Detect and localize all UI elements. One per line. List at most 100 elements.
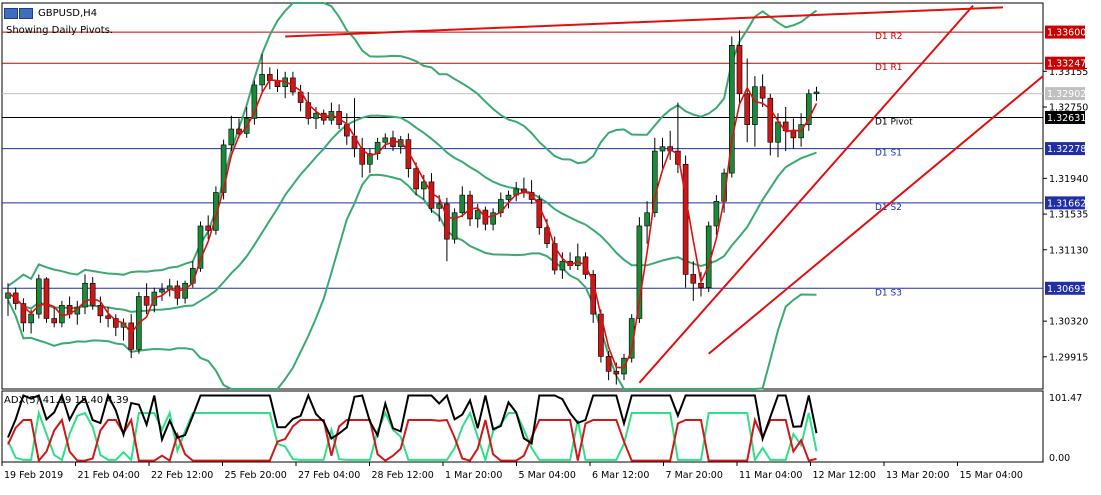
- candle: [413, 162, 419, 196]
- pivot-price-box: [1045, 56, 1085, 70]
- pivot-label: D1 R1: [875, 63, 903, 73]
- candle: [744, 58, 751, 143]
- pivot-price-label: 1.31662: [1047, 198, 1086, 209]
- candle: [213, 186, 219, 235]
- candle-body: [474, 209, 481, 220]
- candle: [51, 307, 58, 328]
- candle-body: [35, 278, 42, 315]
- candle-body: [313, 112, 319, 119]
- candle-body: [559, 260, 566, 271]
- candle-body: [659, 146, 666, 152]
- pivot-label: D1 Pivot: [875, 117, 913, 127]
- candle: [59, 300, 65, 328]
- candle: [113, 314, 119, 337]
- candle-body: [382, 137, 389, 143]
- adx-min-label: 0.00: [1049, 453, 1070, 464]
- time-tick-label: 25 Feb 20:00: [225, 470, 287, 481]
- candle: [82, 274, 88, 315]
- candle: [752, 76, 758, 147]
- chart-header: GBPUSD,H4: [4, 8, 97, 19]
- pivot-price-label: 1.32278: [1047, 144, 1086, 155]
- candle-body: [651, 150, 658, 214]
- candle: [813, 86, 820, 101]
- candle: [690, 261, 697, 301]
- candle-body: [490, 212, 496, 225]
- pivot-price-label: 1.32631: [1047, 113, 1086, 124]
- candle-body: [97, 304, 104, 317]
- price-tick-label: 1.31940: [1049, 174, 1088, 185]
- candle-body: [182, 282, 188, 299]
- candle: [659, 137, 666, 169]
- time-tick-label: 12 Mar 12:00: [813, 470, 876, 481]
- candle: [405, 133, 412, 178]
- candle-body: [636, 225, 643, 319]
- candle-body: [174, 285, 181, 299]
- price-tick-label: 1.33155: [1049, 67, 1088, 78]
- candle-body: [698, 282, 704, 288]
- candle: [713, 195, 720, 235]
- time-tick-label: 15 Mar 04:00: [960, 470, 1023, 481]
- candle-body: [197, 225, 204, 269]
- candle: [367, 148, 373, 174]
- price-tick-label: 1.30320: [1049, 317, 1088, 328]
- candle: [128, 314, 134, 359]
- candle-body: [767, 97, 774, 143]
- candle: [759, 74, 766, 107]
- indicator-subtitle: Showing Daily Pivots.: [6, 25, 114, 36]
- resistance-trendline: [285, 6, 1004, 38]
- candle: [805, 89, 812, 131]
- time-tick-label: 5 Mar 04:00: [519, 470, 576, 481]
- candle-body: [459, 194, 466, 214]
- candle-body: [790, 130, 797, 139]
- pivot-label: D1 S3: [875, 288, 902, 298]
- time-tick-label: 21 Feb 04:00: [78, 470, 140, 481]
- candle-body: [305, 102, 312, 119]
- candle: [505, 190, 512, 209]
- candle-body: [259, 74, 265, 86]
- candle: [182, 280, 188, 304]
- candle-body: [367, 153, 373, 165]
- chart-window-icon: [4, 8, 34, 19]
- symbol-timeframe: GBPUSD,H4: [38, 8, 98, 19]
- bollinger-middle-band: [7, 114, 817, 313]
- candle: [682, 155, 689, 288]
- candle-body: [775, 121, 781, 143]
- candle: [89, 277, 96, 310]
- candle: [736, 30, 743, 103]
- candle: [397, 136, 404, 154]
- candle: [644, 201, 650, 244]
- candle-body: [113, 318, 119, 328]
- moving-average-line: [7, 79, 818, 369]
- candle-body: [28, 313, 34, 324]
- candle-body: [605, 356, 612, 372]
- pivot-label: D1 S2: [875, 203, 902, 213]
- candle-body: [159, 289, 165, 293]
- support-trendline-steep: [638, 4, 974, 384]
- pivot-price-box: [1045, 110, 1085, 124]
- candle-body: [644, 212, 650, 227]
- candle-body: [105, 315, 111, 319]
- candle: [767, 93, 774, 156]
- candle-body: [736, 45, 743, 95]
- adx-line: [7, 392, 818, 445]
- candle-body: [467, 194, 473, 220]
- time-tick-label: 13 Mar 20:00: [886, 470, 949, 481]
- candle: [205, 215, 211, 240]
- candle: [35, 274, 42, 319]
- candle-body: [544, 227, 550, 244]
- candle-body: [143, 296, 150, 306]
- current-price-box: [1045, 87, 1085, 101]
- time-tick-label: 27 Feb 04:00: [298, 470, 360, 481]
- pivot-price-box: [1045, 25, 1085, 39]
- time-tick-label: 28 Feb 12:00: [372, 470, 434, 481]
- pivot-label: D1 S1: [875, 149, 902, 159]
- candle-body: [444, 203, 450, 240]
- candle-body: [744, 93, 751, 125]
- candle-body: [43, 278, 50, 319]
- bollinger-lower-band: [7, 173, 817, 390]
- candle: [490, 208, 496, 231]
- time-tick-label: 7 Mar 20:00: [666, 470, 723, 481]
- candle-body: [436, 203, 443, 209]
- candle: [251, 80, 258, 125]
